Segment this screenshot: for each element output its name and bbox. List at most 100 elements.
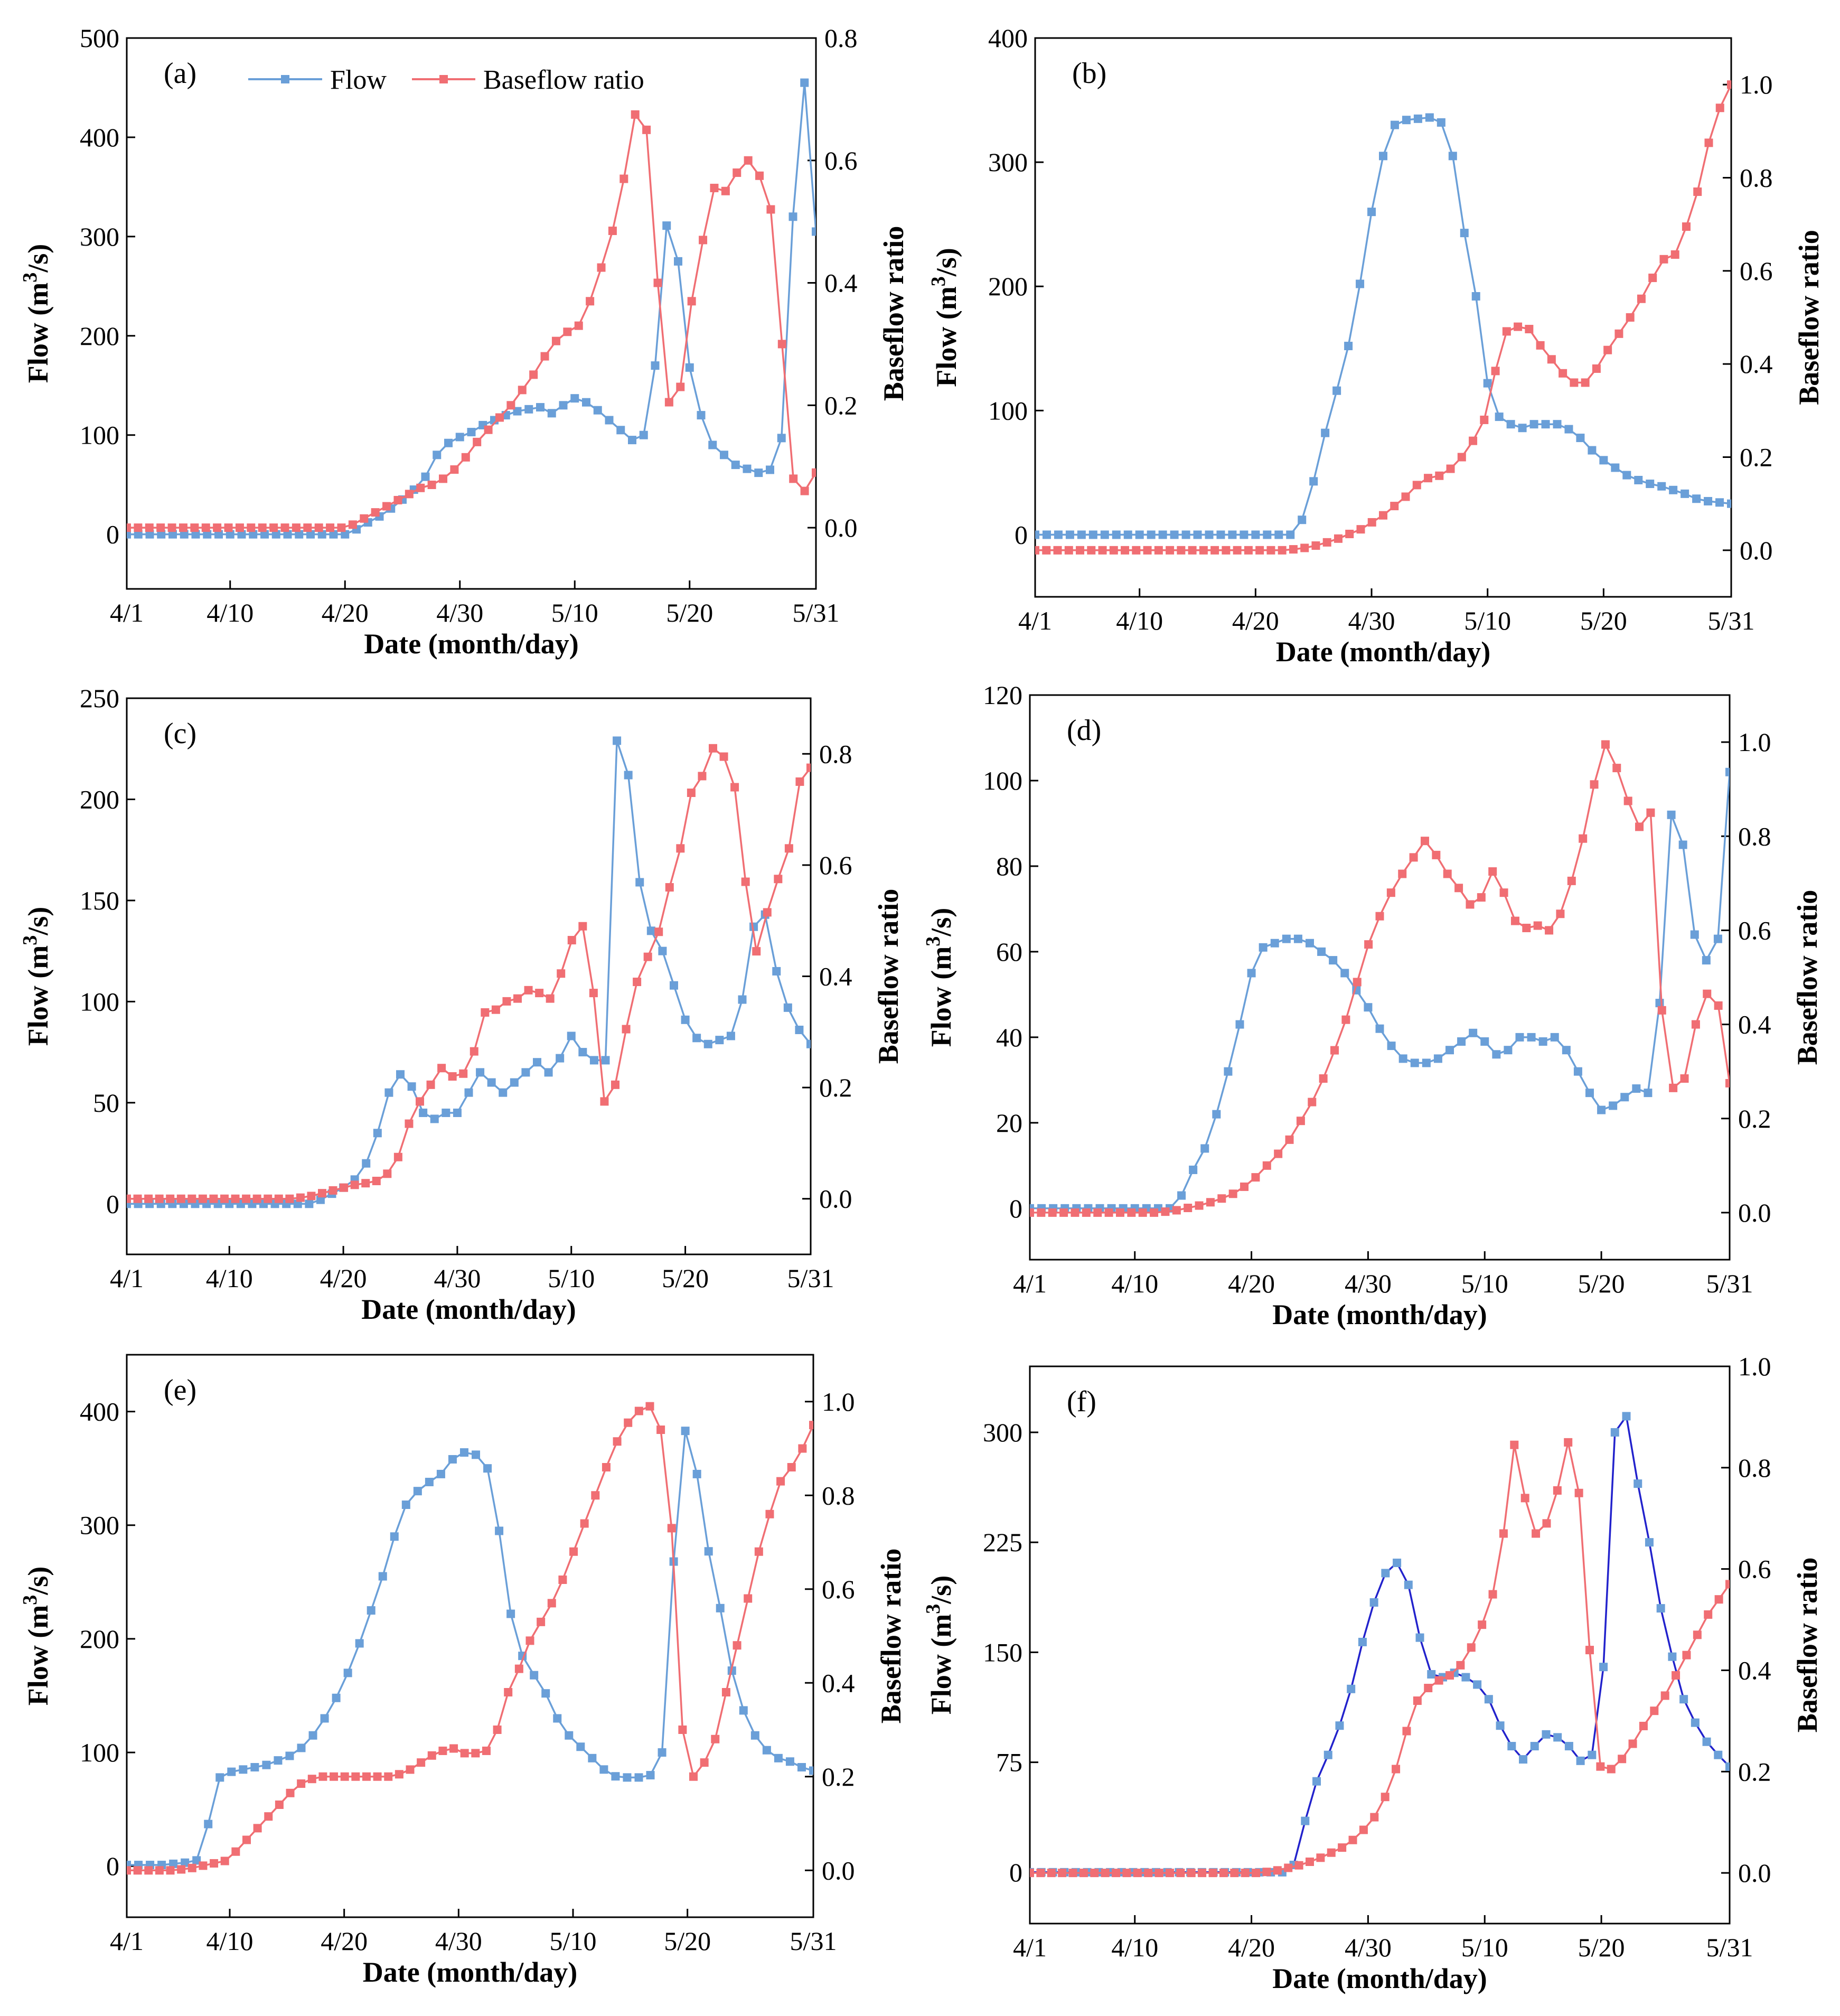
data-point — [455, 433, 464, 442]
x-tick-label: 5/20 — [664, 1926, 711, 1956]
data-point — [1692, 494, 1701, 503]
data-point — [1492, 1050, 1501, 1059]
data-point — [1547, 355, 1556, 364]
data-point — [1542, 1730, 1551, 1739]
x-tick-label: 4/1 — [1018, 606, 1052, 635]
y-tick-label: 40 — [996, 1023, 1022, 1052]
y-tick-label: 150 — [80, 886, 119, 915]
plot-frame — [126, 37, 817, 590]
data-point — [739, 1706, 748, 1715]
data-point — [1087, 546, 1096, 555]
y2-tick-label: 0.4 — [1738, 1655, 1771, 1685]
data-point — [134, 530, 143, 539]
data-point — [1065, 530, 1074, 539]
x-axis-title: Date (month/day) — [361, 1293, 576, 1325]
data-point — [1345, 529, 1354, 538]
x-tick-label: 5/20 — [666, 598, 713, 627]
data-point — [362, 1772, 371, 1781]
data-point — [1274, 1149, 1283, 1158]
data-point — [1177, 546, 1186, 555]
series-line — [127, 740, 811, 1205]
data-point — [314, 523, 323, 532]
data-point — [1614, 329, 1623, 338]
series-line — [1030, 1442, 1730, 1874]
data-point — [1657, 482, 1666, 491]
y-tick-label: 80 — [996, 851, 1022, 881]
data-point — [506, 401, 515, 410]
data-point — [716, 1604, 725, 1612]
data-point — [416, 483, 425, 492]
data-point — [144, 1866, 153, 1875]
data-point — [1609, 1101, 1618, 1110]
data-point — [812, 227, 816, 236]
data-point — [1634, 475, 1643, 484]
data-point — [642, 125, 651, 134]
y2-axis-title: Baseflow ratio — [1791, 890, 1823, 1065]
data-point — [1047, 1869, 1056, 1878]
data-point — [384, 1088, 393, 1097]
data-point — [634, 1406, 643, 1415]
data-point — [340, 1772, 349, 1781]
data-point — [536, 403, 545, 412]
data-point — [556, 1054, 565, 1063]
y2-tick-label: 1.0 — [1738, 727, 1771, 757]
data-point — [1321, 428, 1330, 437]
y-tick-label: 200 — [80, 1624, 119, 1654]
data-point — [692, 1034, 701, 1043]
data-point — [1187, 1869, 1196, 1878]
legend: Flow Baseflow ratio — [248, 65, 644, 95]
y-tick-label: 0 — [1015, 520, 1028, 549]
panel-label: (d) — [1067, 714, 1101, 747]
data-point — [393, 495, 402, 504]
data-point — [1510, 1440, 1519, 1449]
data-point — [1219, 1869, 1228, 1878]
data-point — [1364, 940, 1373, 949]
y2-tick-label: 0.0 — [819, 1184, 852, 1214]
data-point — [744, 1594, 753, 1603]
data-point — [1469, 1028, 1478, 1037]
data-point — [1522, 923, 1531, 932]
data-point — [1308, 1098, 1317, 1107]
data-point — [597, 263, 606, 272]
data-point — [1270, 939, 1279, 948]
data-point — [285, 1194, 294, 1203]
y-axis-title: Flow (m3/s) — [19, 907, 54, 1046]
data-point — [1334, 534, 1343, 543]
series-baseflow — [1030, 740, 1730, 1217]
data-point — [307, 1775, 316, 1784]
data-point — [264, 1194, 273, 1203]
data-point — [570, 394, 579, 403]
panel-e: 4/1 4/10 4/20 4/30 5/10 5/20 5/31 0 100 200 300 400… — [19, 1354, 907, 1988]
y-tick-label: 75 — [996, 1748, 1022, 1777]
data-point — [1620, 1093, 1629, 1102]
x-tick-label: 4/20 — [1228, 1269, 1275, 1298]
data-point — [565, 1731, 574, 1740]
data-point — [1612, 764, 1621, 773]
data-point — [1036, 1869, 1045, 1878]
data-point — [567, 1032, 576, 1040]
data-point — [1284, 1863, 1293, 1872]
data-point — [406, 1765, 415, 1774]
data-point — [681, 1427, 690, 1436]
data-point — [1294, 1861, 1303, 1870]
data-point — [733, 1641, 741, 1650]
data-point — [709, 744, 717, 753]
data-point — [1553, 420, 1562, 429]
data-point — [530, 1671, 539, 1680]
data-point — [743, 464, 752, 473]
data-point — [635, 878, 644, 887]
data-point — [812, 468, 816, 477]
x-tick-label: 4/20 — [1228, 1933, 1275, 1962]
panel-label: (b) — [1072, 57, 1106, 90]
y-tick-label: 100 — [80, 420, 119, 450]
data-point — [697, 411, 706, 420]
data-point — [1445, 1671, 1454, 1680]
data-point — [181, 1858, 190, 1867]
data-point — [646, 926, 655, 935]
data-point — [1144, 1869, 1153, 1878]
data-point — [687, 297, 696, 306]
x-tick-label: 4/1 — [1013, 1933, 1047, 1962]
data-point — [473, 437, 482, 446]
data-point — [798, 1444, 807, 1453]
data-point — [1216, 530, 1225, 539]
